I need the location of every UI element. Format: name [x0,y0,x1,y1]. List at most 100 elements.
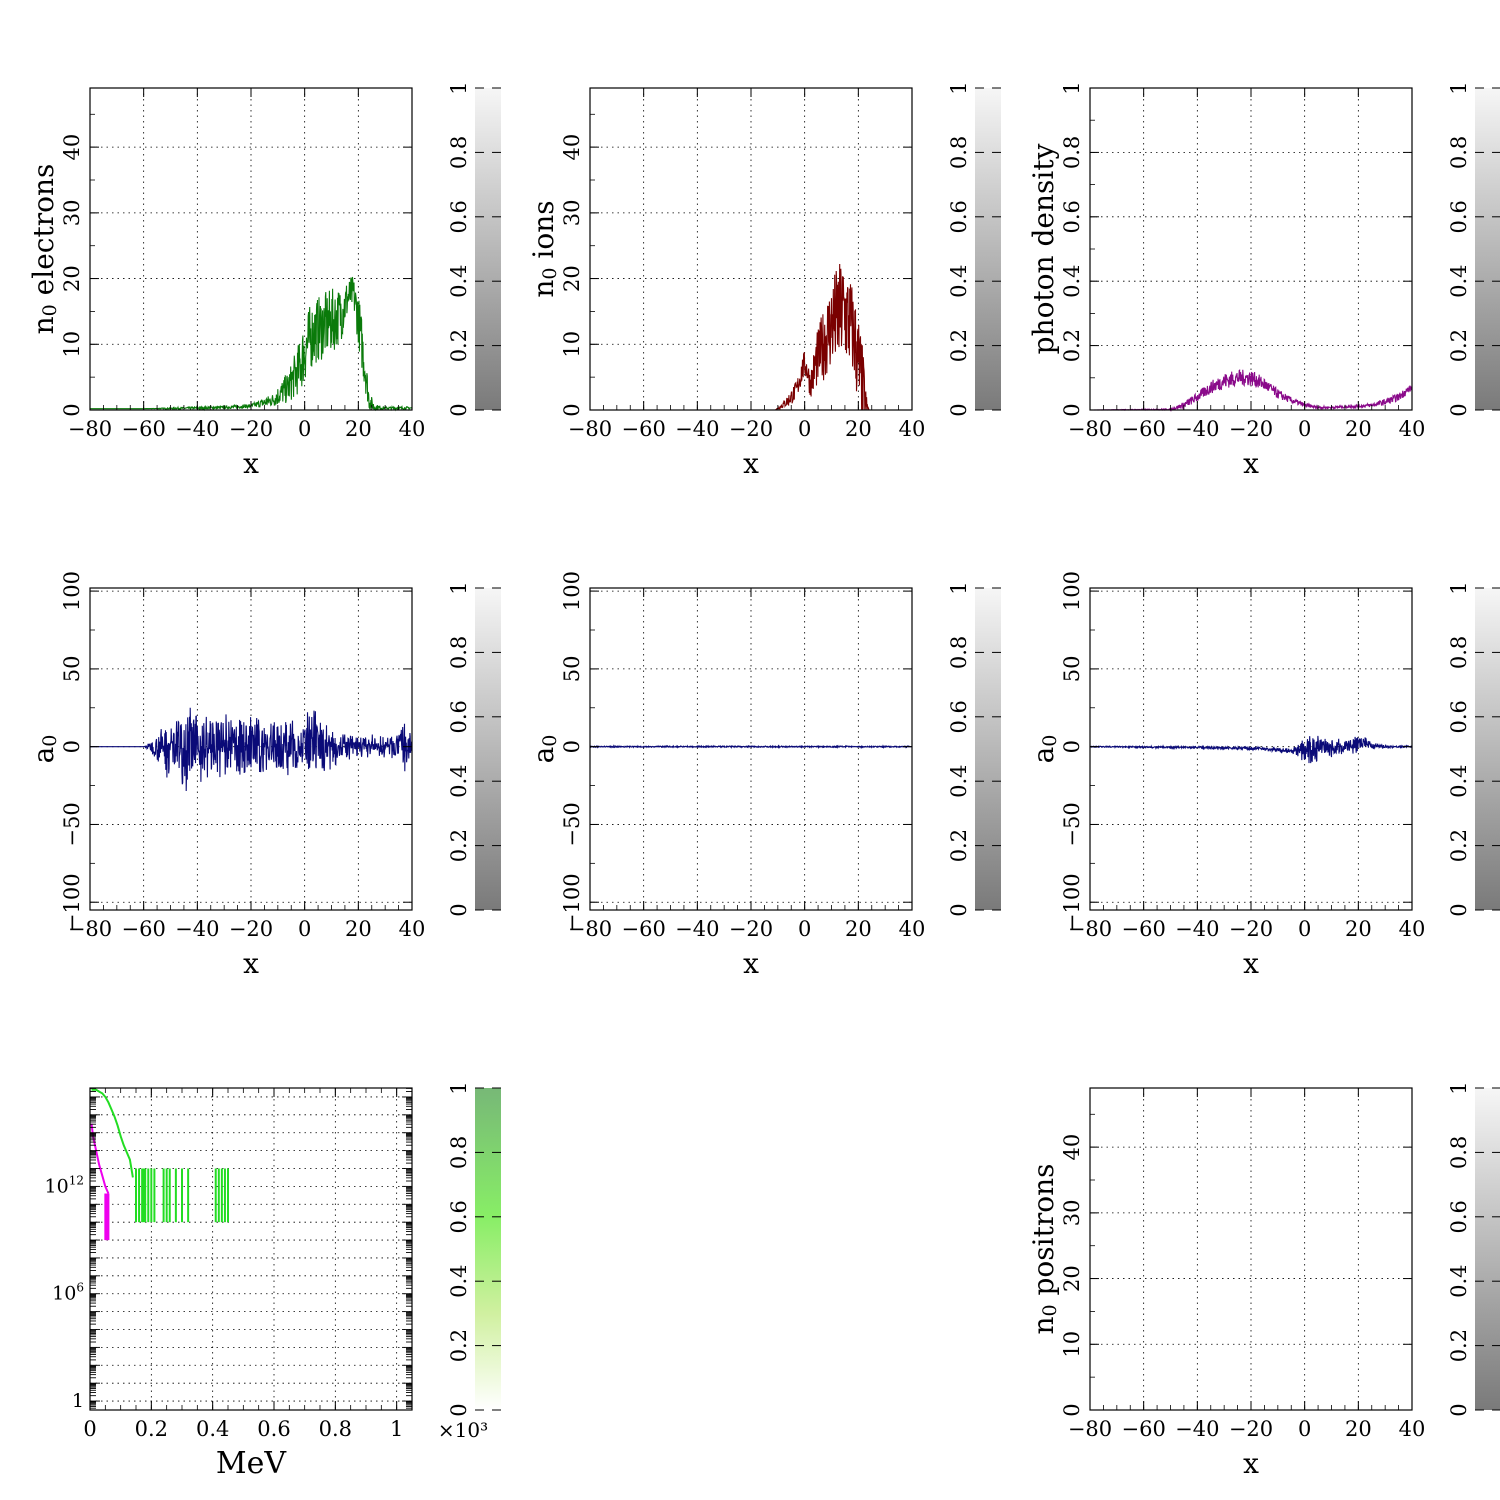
colorbar-tick-label: 1 [447,81,471,94]
x-tick-label: −20 [229,917,273,941]
colorbar-tick-label: 1 [447,581,471,594]
colorbar-tick-label: 0 [1447,403,1471,416]
colorbar-tick-label: 0.6 [447,1200,471,1233]
x-tick-label: −60 [1122,417,1166,441]
x-tick-label: −20 [729,917,773,941]
x-tick-label: 40 [399,917,426,941]
colorbar-tick-label: 0.4 [1447,764,1471,797]
y-axis-label: n0 electrons [27,164,62,335]
x-tick-label: −80 [1068,917,1112,941]
series-line-electrons-0 [90,276,413,412]
colorbar-tick-label: 1 [1447,581,1471,594]
x-axis-label: x [1243,1447,1259,1480]
y-tick-label: 100 [60,571,84,611]
x-tick-label: −60 [1122,917,1166,941]
colorbar-tick-label: 0.2 [947,829,971,862]
x-tick-label: 0 [1298,917,1311,941]
x-tick-label: −60 [622,917,666,941]
y-tick-label: 0 [560,740,584,753]
x-tick-label: −80 [1068,1417,1112,1441]
y-tick-label: 0 [60,740,84,753]
y-tick-label: 0.2 [1060,329,1084,362]
y-tick-label: 50 [60,656,84,683]
x-tick-label: −40 [675,917,719,941]
colorbar-spectrum: 0 0.2 0.4 0.6 0.8 1 ×10³ [438,1081,501,1442]
colorbar-tick-label: 0.6 [947,200,971,233]
x-tick-label: −40 [175,917,219,941]
x-tick-label: −40 [1175,917,1219,941]
x-tick-label: 0 [1298,417,1311,441]
colorbar-tick-label: 1 [1447,1081,1471,1094]
colorbar-tick-label: 1 [947,81,971,94]
colorbar-electrons: 0 0.2 0.4 0.6 0.8 1 [447,81,501,417]
colorbar-tick-label: 1 [947,581,971,594]
y-tick-label: 0 [60,403,84,416]
panel-field_3: −80 −60 −40 −20 0 20 40 −100 −50 0 50 100 x a0 [1027,571,1426,980]
x-tick-label: 0 [83,1417,96,1441]
y-tick-label: 1012 [45,1173,84,1197]
x-tick-label: −80 [68,917,112,941]
x-tick-label: −60 [122,417,166,441]
panel-positrons: −80 −60 −40 −20 0 20 40 0 10 20 30 40 x n0 positrons [1027,1087,1425,1480]
y-tick-label: 0.8 [1060,136,1084,169]
y-axis-label: n0 ions [527,200,562,297]
panel-spectrum: 0 0.2 0.4 0.6 0.8 1 1 106 1012 MeV [45,1087,413,1481]
x-axis-label: x [243,447,259,480]
y-tick-label: −50 [560,802,584,846]
x-tick-label: 20 [845,417,872,441]
y-tick-label: 20 [560,265,584,292]
y-tick-label: 0.4 [1060,264,1084,297]
colorbar-tick-label: 0.4 [447,1264,471,1297]
colorbar-tick-label: 0.4 [1447,264,1471,297]
y-tick-label: 106 [52,1281,84,1305]
colorbar-tick-label: 0.2 [447,1329,471,1362]
x-tick-label: 0 [1298,1417,1311,1441]
colorbar-tick-label: 0.2 [1447,329,1471,362]
series-line-field_2-0 [589,744,913,750]
x-tick-label: −60 [122,917,166,941]
x-tick-label: −20 [1229,417,1273,441]
y-tick-label: −100 [60,873,84,931]
colorbar-gradient [475,588,501,910]
y-tick-label: 10 [560,331,584,358]
x-tick-label: 0 [298,417,311,441]
colorbar-gradient [1475,88,1500,410]
y-tick-label: 0 [1060,1403,1084,1416]
x-tick-label: 0 [298,917,311,941]
x-tick-label: −40 [1175,417,1219,441]
x-tick-label: 0.4 [196,1417,229,1441]
y-axis-label: n0 positrons [1027,1163,1062,1334]
colorbar-field-3: 0 0.2 0.4 0.6 0.8 1 [1447,581,1500,917]
x-axis-label: x [1243,947,1259,980]
colorbar-scale-label: ×10³ [438,1418,488,1442]
y-axis-label: photon density [1027,143,1060,354]
colorbar-tick-label: 0.4 [947,264,971,297]
colorbar-tick-label: 0 [947,403,971,416]
y-axis-label: a0 [527,735,562,764]
colorbar-field-2: 0 0.2 0.4 0.6 0.8 1 [947,581,1001,917]
y-tick-label: 30 [1060,1199,1084,1226]
colorbar-tick-label: 0 [447,903,471,916]
y-axis-label: a0 [1027,735,1062,764]
colorbar-tick-label: 0 [447,1403,471,1416]
colorbar-tick-label: 0.4 [947,764,971,797]
plot-frame [89,1087,413,1411]
colorbar-positrons: 0 0.2 0.4 0.6 0.8 1 [1447,1081,1500,1417]
colorbar-tick-label: 0.6 [1447,700,1471,733]
x-tick-label: −80 [568,917,612,941]
x-tick-label: 20 [1345,917,1372,941]
y-tick-label: 50 [1060,656,1084,683]
colorbar-tick-label: 1 [447,1081,471,1094]
colorbar-tick-label: 1 [1447,81,1471,94]
y-tick-label: 0 [1060,740,1084,753]
panel-field_2: −80 −60 −40 −20 0 20 40 −100 −50 0 50 100 x a0 [527,571,926,980]
x-tick-label: 20 [345,917,372,941]
y-tick-label: 100 [1060,571,1084,611]
colorbar-tick-label: 0 [447,403,471,416]
colorbar-gradient [975,88,1001,410]
y-tick-label: 0 [1060,403,1084,416]
y-tick-label: 100 [560,571,584,611]
panel-photons: −80 −60 −40 −20 0 20 40 0 0.2 0.4 0.6 0.8 1 x photon d… [1027,81,1426,480]
x-tick-label: 1 [390,1417,403,1441]
x-tick-label: 40 [899,917,926,941]
